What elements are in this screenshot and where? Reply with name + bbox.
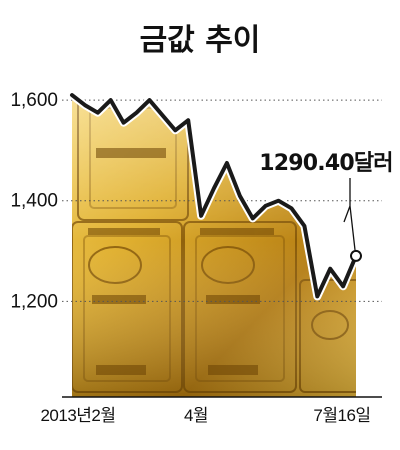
callout-label: 1290.40달러 bbox=[259, 151, 392, 176]
chart-title: 금값 추이 bbox=[140, 23, 261, 58]
series-line bbox=[70, 93, 358, 299]
gold-bar-stamps bbox=[88, 148, 274, 375]
gold-bars-image bbox=[72, 95, 356, 397]
y-tick-label: 1,400 bbox=[10, 191, 58, 212]
grid-lines bbox=[62, 99, 382, 302]
x-tick-label: 7월16일 bbox=[313, 406, 370, 425]
x-tick-label: 2013년2월 bbox=[40, 406, 115, 425]
y-tick-label: 1,200 bbox=[10, 291, 58, 312]
price-callout: 1290.40달러 bbox=[259, 151, 394, 262]
y-axis-labels: 1,200 1,400 1,600 bbox=[10, 90, 58, 312]
last-point-marker bbox=[350, 249, 362, 262]
x-tick-label: 4월 bbox=[184, 406, 208, 425]
x-axis-labels: 2013년2월 4월 7월16일 bbox=[40, 406, 371, 425]
callout-pointer bbox=[343, 178, 356, 250]
y-tick-label: 1,600 bbox=[10, 90, 58, 111]
